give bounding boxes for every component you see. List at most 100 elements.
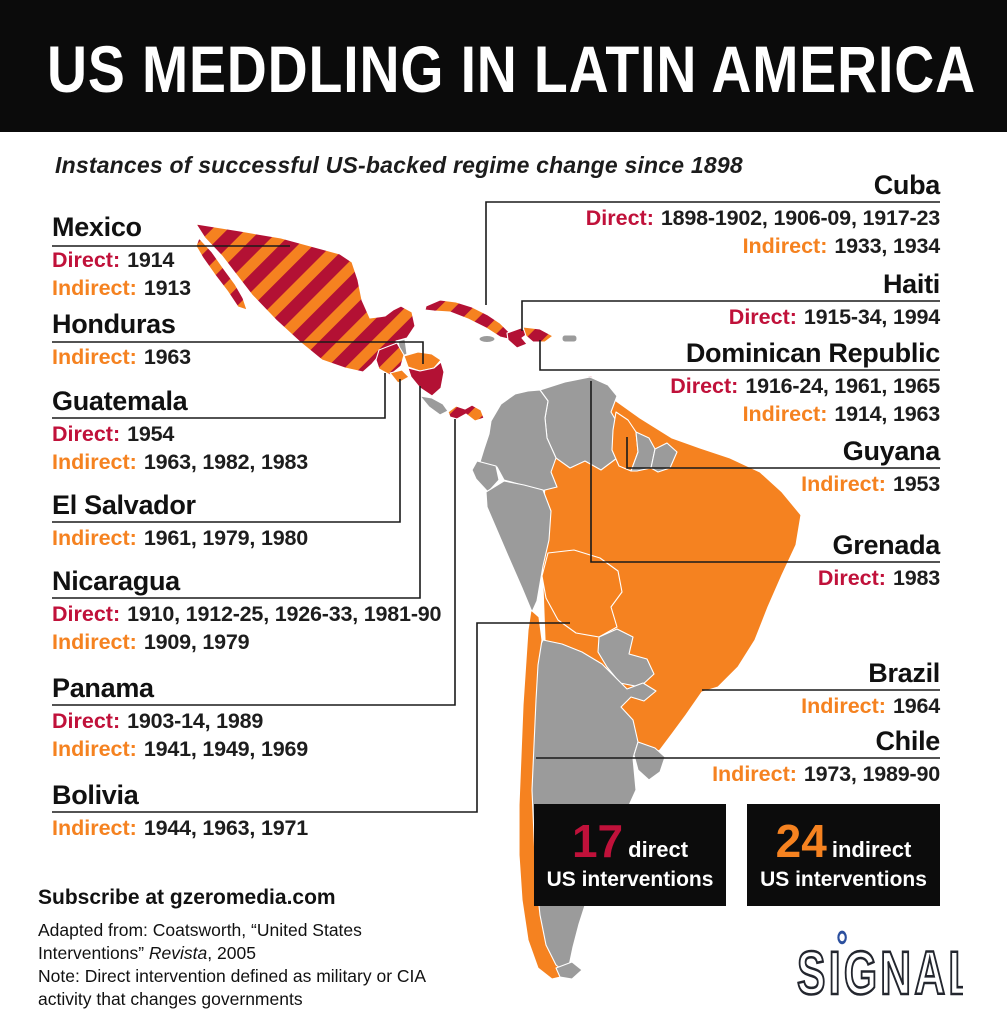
indirect-label: Indirect: xyxy=(712,762,797,786)
footer: Subscribe at gzeromedia.com Adapted from… xyxy=(38,886,426,1011)
country-name: Brazil xyxy=(868,658,940,688)
country-block-nicaragua: Nicaragua Direct: 1910, 1912-25, 1926-33,… xyxy=(52,566,441,656)
country-block-brazil: Brazil Indirect: 1964 xyxy=(470,658,940,720)
direct-kind-label: direct xyxy=(628,837,689,862)
country-block-chile: Chile Indirect: 1973, 1989-90 xyxy=(470,726,940,788)
indirect-dates: 1964 xyxy=(892,694,940,718)
indirect-dates: 1961, 1979, 1980 xyxy=(143,526,309,550)
connector-bolivia xyxy=(52,622,570,813)
map-country-paraguay xyxy=(597,628,655,688)
subtitle: Instances of successful US-backed regime… xyxy=(55,152,743,178)
indirect-label: Indirect: xyxy=(52,345,137,369)
indirect-dates: 1941, 1949, 1969 xyxy=(143,737,309,761)
indirect-row: Indirect: 1963, 1982, 1983 xyxy=(52,448,308,476)
country-block-panama: Panama Direct: 1903-14, 1989 Indirect: 194… xyxy=(52,673,308,763)
indirect-label: Indirect: xyxy=(801,472,886,496)
map-country-el-salvador xyxy=(389,369,410,384)
country-name: Guyana xyxy=(842,436,941,466)
signal-logo: SIGNAL xyxy=(793,928,976,1009)
indirect-label: Indirect: xyxy=(52,630,137,654)
country-block-guatemala: Guatemala Direct: 1954 Indirect: 1963, 198… xyxy=(52,386,308,476)
indirect-dates: 1914, 1963 xyxy=(834,402,940,426)
direct-row: Direct: 1954 xyxy=(52,420,308,448)
country-name: Chile xyxy=(875,726,940,756)
country-name: Guatemala xyxy=(52,386,188,416)
signal-logo-text: SIGNAL xyxy=(797,939,963,1002)
map-country-suriname xyxy=(630,431,656,472)
indirect-row: Indirect: 1933, 1934 xyxy=(470,232,941,260)
indirect-label: Indirect: xyxy=(52,737,137,761)
direct-dates: 1903-14, 1989 xyxy=(127,709,264,733)
indirect-interventions-stat: 24 indirect US interventions xyxy=(747,804,940,906)
source-line-2-pre: Interventions” xyxy=(38,943,145,963)
country-name: Haiti xyxy=(882,269,940,299)
logo-i-ring-icon xyxy=(837,930,847,945)
map-country-dominican-republic xyxy=(522,326,554,343)
direct-row: Direct: 1916-24, 1961, 1965 xyxy=(470,372,940,400)
direct-dates: 1914 xyxy=(127,248,175,272)
direct-label: Direct: xyxy=(52,709,121,733)
map-island-jamaica xyxy=(478,334,496,344)
indirect-count: 24 xyxy=(775,815,827,867)
connector-cuba xyxy=(485,201,940,305)
map-country-panama xyxy=(447,404,485,422)
direct-dates: 1910, 1912-25, 1926-33, 1981-90 xyxy=(127,602,442,626)
connector-guyana xyxy=(626,437,940,469)
indirect-label: Indirect: xyxy=(52,276,137,300)
connector-honduras xyxy=(52,341,424,364)
indirect-dates: 1963, 1982, 1983 xyxy=(143,450,309,474)
country-block-grenada: Grenada Direct: 1983 xyxy=(470,530,940,592)
country-block-cuba: Cuba Direct: 1898-1902, 1906-09, 1917-23 … xyxy=(470,170,941,260)
direct-interventions-stat: 17 direct US interventions xyxy=(534,804,726,906)
direct-dates: 1916-24, 1961, 1965 xyxy=(745,374,940,398)
country-name: Panama xyxy=(52,673,154,703)
direct-label: Direct: xyxy=(670,374,739,398)
indirect-row: Indirect: 1961, 1979, 1980 xyxy=(52,524,308,552)
indirect-label: Indirect: xyxy=(742,402,828,426)
source-line-1: Adapted from: Coatsworth, “United States xyxy=(38,920,362,940)
indirect-label: Indirect: xyxy=(52,816,137,840)
direct-dates: 1983 xyxy=(892,566,940,590)
connector-nicaragua xyxy=(52,386,421,599)
indirect-dates: 1909, 1979 xyxy=(143,630,250,654)
indirect-dates: 1963 xyxy=(143,345,191,369)
stat-line: 24 indirect xyxy=(776,818,912,864)
connector-guatemala xyxy=(52,373,386,419)
country-name: Mexico xyxy=(52,212,142,242)
direct-label: Direct: xyxy=(728,305,797,329)
indirect-dates: 1944, 1963, 1971 xyxy=(143,816,309,840)
country-name: Dominican Republic xyxy=(685,338,940,368)
indirect-row: Indirect: 1963 xyxy=(52,343,191,371)
indirect-dates: 1973, 1989-90 xyxy=(803,762,940,786)
country-block-honduras: Honduras Indirect: 1963 xyxy=(52,309,191,371)
map-island-puerto-rico xyxy=(561,334,578,343)
connector-grenada xyxy=(590,381,940,563)
signal-logo-svg: SIGNAL xyxy=(796,930,976,1009)
indirect-row: Indirect: 1909, 1979 xyxy=(52,628,441,656)
source-line-2-italic: Revista xyxy=(148,943,208,963)
indirect-row: Indirect: 1941, 1949, 1969 xyxy=(52,735,308,763)
indirect-label: Indirect: xyxy=(52,526,137,550)
direct-row: Direct: 1910, 1912-25, 1926-33, 1981-90 xyxy=(52,600,441,628)
stat-line: 17 direct xyxy=(572,818,688,864)
map-country-costa-rica xyxy=(419,395,449,416)
note-line-1: Note: Direct intervention defined as mil… xyxy=(38,966,427,986)
direct-row: Direct: 1914 xyxy=(52,246,191,274)
map-country-peru xyxy=(485,480,552,613)
map-country-nicaragua xyxy=(407,361,445,397)
country-block-dominican-republic: Dominican Republic Direct: 1916-24, 1961,… xyxy=(470,338,940,428)
direct-label: Direct: xyxy=(817,566,886,590)
direct-count: 17 xyxy=(571,815,624,867)
direct-label: Direct: xyxy=(585,206,654,230)
title-bar: US MEDDLING IN LATIN AMERICA xyxy=(0,0,1007,132)
indirect-dates: 1913 xyxy=(143,276,191,300)
country-block-el-salvador: El Salvador Indirect: 1961, 1979, 1980 xyxy=(52,490,308,552)
country-name: Honduras xyxy=(52,309,176,339)
indirect-row: Indirect: 1973, 1989-90 xyxy=(470,760,940,788)
source-line-2-post: , 2005 xyxy=(207,943,256,963)
indirect-row: Indirect: 1914, 1963 xyxy=(470,400,941,428)
country-block-mexico: Mexico Direct: 1914 Indirect: 1913 xyxy=(52,212,191,302)
stat-caption: US interventions xyxy=(760,868,927,891)
indirect-kind-label: indirect xyxy=(831,837,912,862)
indirect-dates: 1933, 1934 xyxy=(834,234,940,258)
